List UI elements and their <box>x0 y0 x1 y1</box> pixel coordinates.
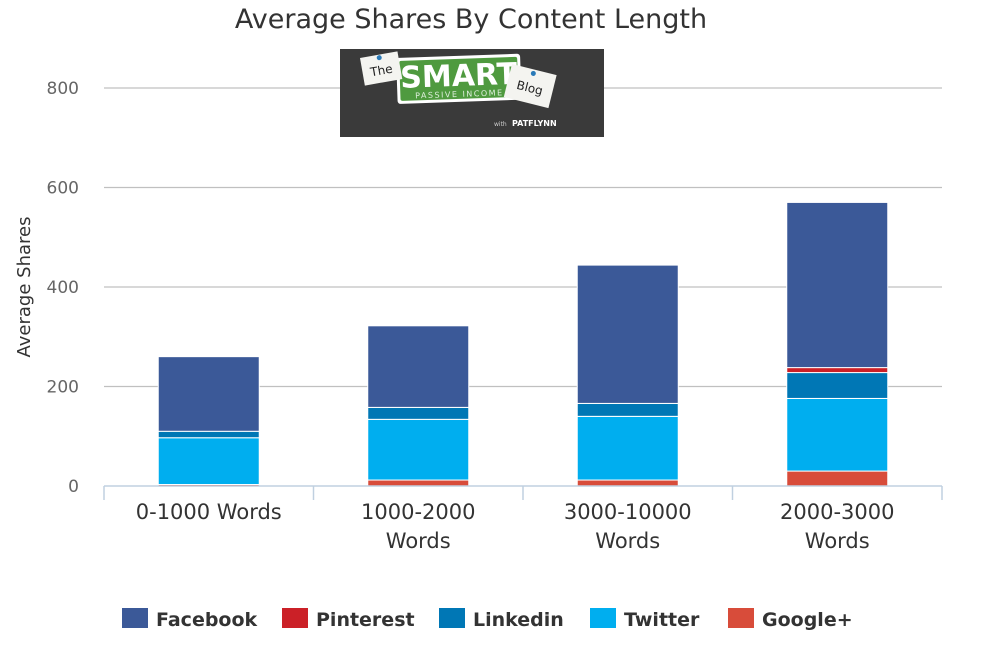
bar-google--2 <box>576 479 679 487</box>
bar-linkedin-2 <box>576 402 679 417</box>
legend-swatch-facebook <box>122 608 148 628</box>
legend-label-pinterest: Pinterest <box>316 609 415 631</box>
bar-twitter-1 <box>367 418 470 481</box>
bar-linkedin-1 <box>367 406 470 420</box>
x-axis-ticks: 0-1000 Words 1000-2000 Words 3000-10000 Word… <box>136 500 895 553</box>
logo-smart-text: SMART <box>400 57 519 96</box>
pin-icon <box>530 70 536 76</box>
legend-swatch-pinterest <box>282 608 308 628</box>
y-axis-ticks: 0 200 400 600 800 <box>47 79 79 497</box>
logo-sign <box>399 56 519 101</box>
legend-label-linkedin: Linkedin <box>473 609 564 631</box>
bar-twitter-2 <box>576 415 679 481</box>
bar-facebook-1 <box>367 325 470 408</box>
bar-series <box>157 201 889 487</box>
legend-label-google-: Google+ <box>762 609 853 631</box>
y-tick-label: 0 <box>68 477 79 497</box>
x-tick-label: Words <box>386 529 451 553</box>
y-tick-label: 200 <box>47 378 79 398</box>
bar-google--1 <box>367 479 470 487</box>
x-tick-label: Words <box>595 529 660 553</box>
legend-swatch-google- <box>728 608 754 628</box>
bar-twitter-0 <box>157 437 260 486</box>
logo-subtitle-text: PASSIVE INCOME <box>415 88 504 100</box>
x-tick-label: Words <box>805 529 870 553</box>
bar-google--3 <box>786 470 889 487</box>
smart-passive-income-logo: SMART PASSIVE INCOME The Blog with PATFL… <box>340 49 604 137</box>
y-tick-label: 600 <box>47 179 79 199</box>
logo-byline-prefix: with <box>494 121 507 128</box>
pin-icon <box>376 55 382 61</box>
x-tick-label: 2000-3000 <box>780 500 894 524</box>
chart-title: Average Shares By Content Length <box>235 4 707 35</box>
x-tick-label: 0-1000 Words <box>136 500 282 524</box>
logo-byline-name: PATFLYNN <box>512 119 557 128</box>
x-tick-label: 3000-10000 <box>564 500 692 524</box>
bar-twitter-3 <box>786 397 889 472</box>
legend-label-twitter: Twitter <box>624 609 700 631</box>
legend-swatch-twitter <box>590 608 616 628</box>
y-tick-label: 800 <box>47 79 79 99</box>
legend-label-facebook: Facebook <box>156 609 258 631</box>
x-tick-label: 1000-2000 <box>361 500 475 524</box>
x-axis <box>103 485 943 500</box>
bar-linkedin-3 <box>786 372 889 399</box>
bar-facebook-3 <box>786 201 889 369</box>
bar-facebook-0 <box>157 356 260 432</box>
legend-swatch-linkedin <box>439 608 465 628</box>
logo-note-the <box>360 51 403 86</box>
bar-facebook-2 <box>576 264 679 404</box>
logo-blog-text: Blog <box>515 78 544 98</box>
legend: Facebook Pinterest Linkedin Twitter Google+ <box>122 608 853 631</box>
bar-linkedin-0 <box>157 430 260 439</box>
bar-pinterest-3 <box>786 367 889 374</box>
y-tick-label: 400 <box>47 278 79 298</box>
y-axis-label: Average Shares <box>14 217 35 358</box>
logo-note-blog <box>503 64 557 109</box>
logo-the-text: The <box>368 62 393 80</box>
